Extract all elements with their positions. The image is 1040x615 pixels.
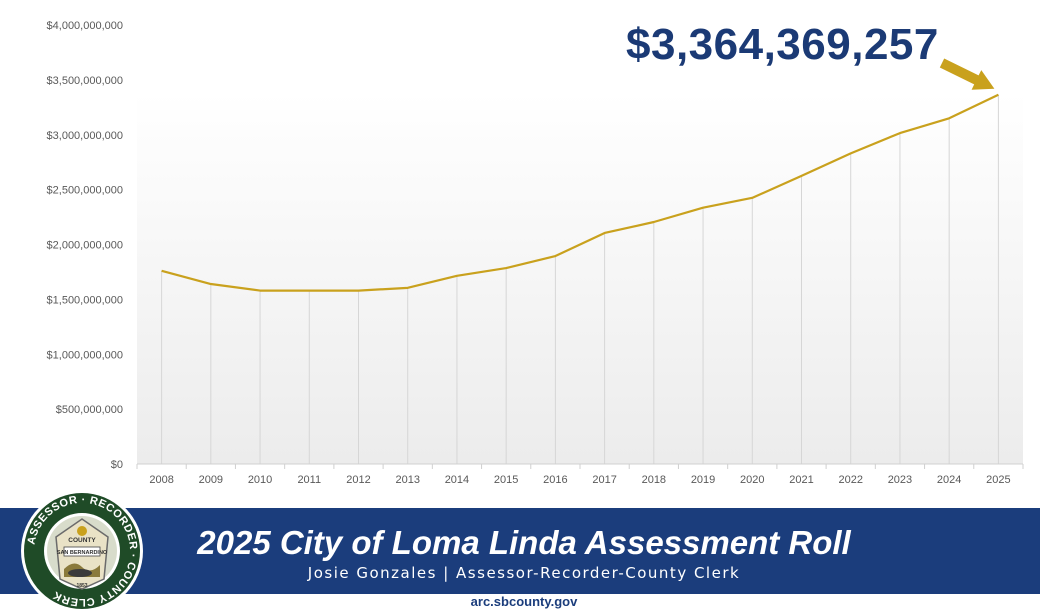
y-tick-label: $4,000,000,000: [47, 20, 123, 32]
x-tick-label: 2019: [691, 474, 715, 486]
svg-text:1853: 1853: [76, 583, 87, 589]
banner-title: 2025 City of Loma Linda Assessment Roll: [197, 524, 851, 561]
y-tick-label: $3,000,000,000: [47, 130, 123, 142]
x-tick-label: 2024: [937, 474, 961, 486]
y-tick-label: $0: [111, 459, 123, 471]
x-tick-label: 2008: [149, 474, 173, 486]
x-tick-label: 2020: [740, 474, 764, 486]
county-seal-logo: ASSESSOR · RECORDER · COUNTY CLERK COUNT…: [21, 490, 143, 612]
x-tick-label: 2025: [986, 474, 1010, 486]
y-tick-label: $3,500,000,000: [47, 75, 123, 87]
value-callout: $3,364,369,257: [626, 20, 939, 69]
title-banner: 2025 City of Loma Linda Assessment Roll …: [0, 508, 1040, 594]
svg-text:SAN BERNARDINO: SAN BERNARDINO: [57, 550, 108, 556]
x-tick-label: 2021: [789, 474, 813, 486]
y-tick-label: $2,000,000,000: [47, 240, 123, 252]
y-tick-label: $1,500,000,000: [47, 294, 123, 306]
x-tick-label: 2010: [248, 474, 272, 486]
line-chart: $0 $500,000,000 $1,000,000,000 $1,500,000,0…: [47, 20, 1024, 486]
x-tick-label: 2018: [642, 474, 666, 486]
x-tick-label: 2017: [592, 474, 616, 486]
y-tick-label: $2,500,000,000: [47, 185, 123, 197]
x-tick-label: 2009: [199, 474, 223, 486]
plot-area: [137, 92, 1023, 464]
y-tick-label: $1,000,000,000: [47, 349, 123, 361]
x-tick-label: 2016: [543, 474, 567, 486]
x-tick-label: 2014: [445, 474, 469, 486]
x-tick-label: 2011: [297, 474, 321, 486]
footer-url[interactable]: arc.sbcounty.gov: [470, 594, 578, 609]
x-tick-label: 2023: [888, 474, 912, 486]
y-tick-label: $500,000,000: [56, 404, 123, 416]
x-tick-label: 2022: [838, 474, 862, 486]
svg-text:COUNTY: COUNTY: [68, 537, 96, 544]
x-tick-label: 2013: [395, 474, 419, 486]
series-line: [161, 93, 999, 292]
x-tick-label: 2015: [494, 474, 518, 486]
banner-subtitle: Josie Gonzales | Assessor-Recorder-Count…: [307, 564, 741, 582]
callout-arrow: [939, 58, 995, 90]
x-tick-label: 2012: [346, 474, 370, 486]
